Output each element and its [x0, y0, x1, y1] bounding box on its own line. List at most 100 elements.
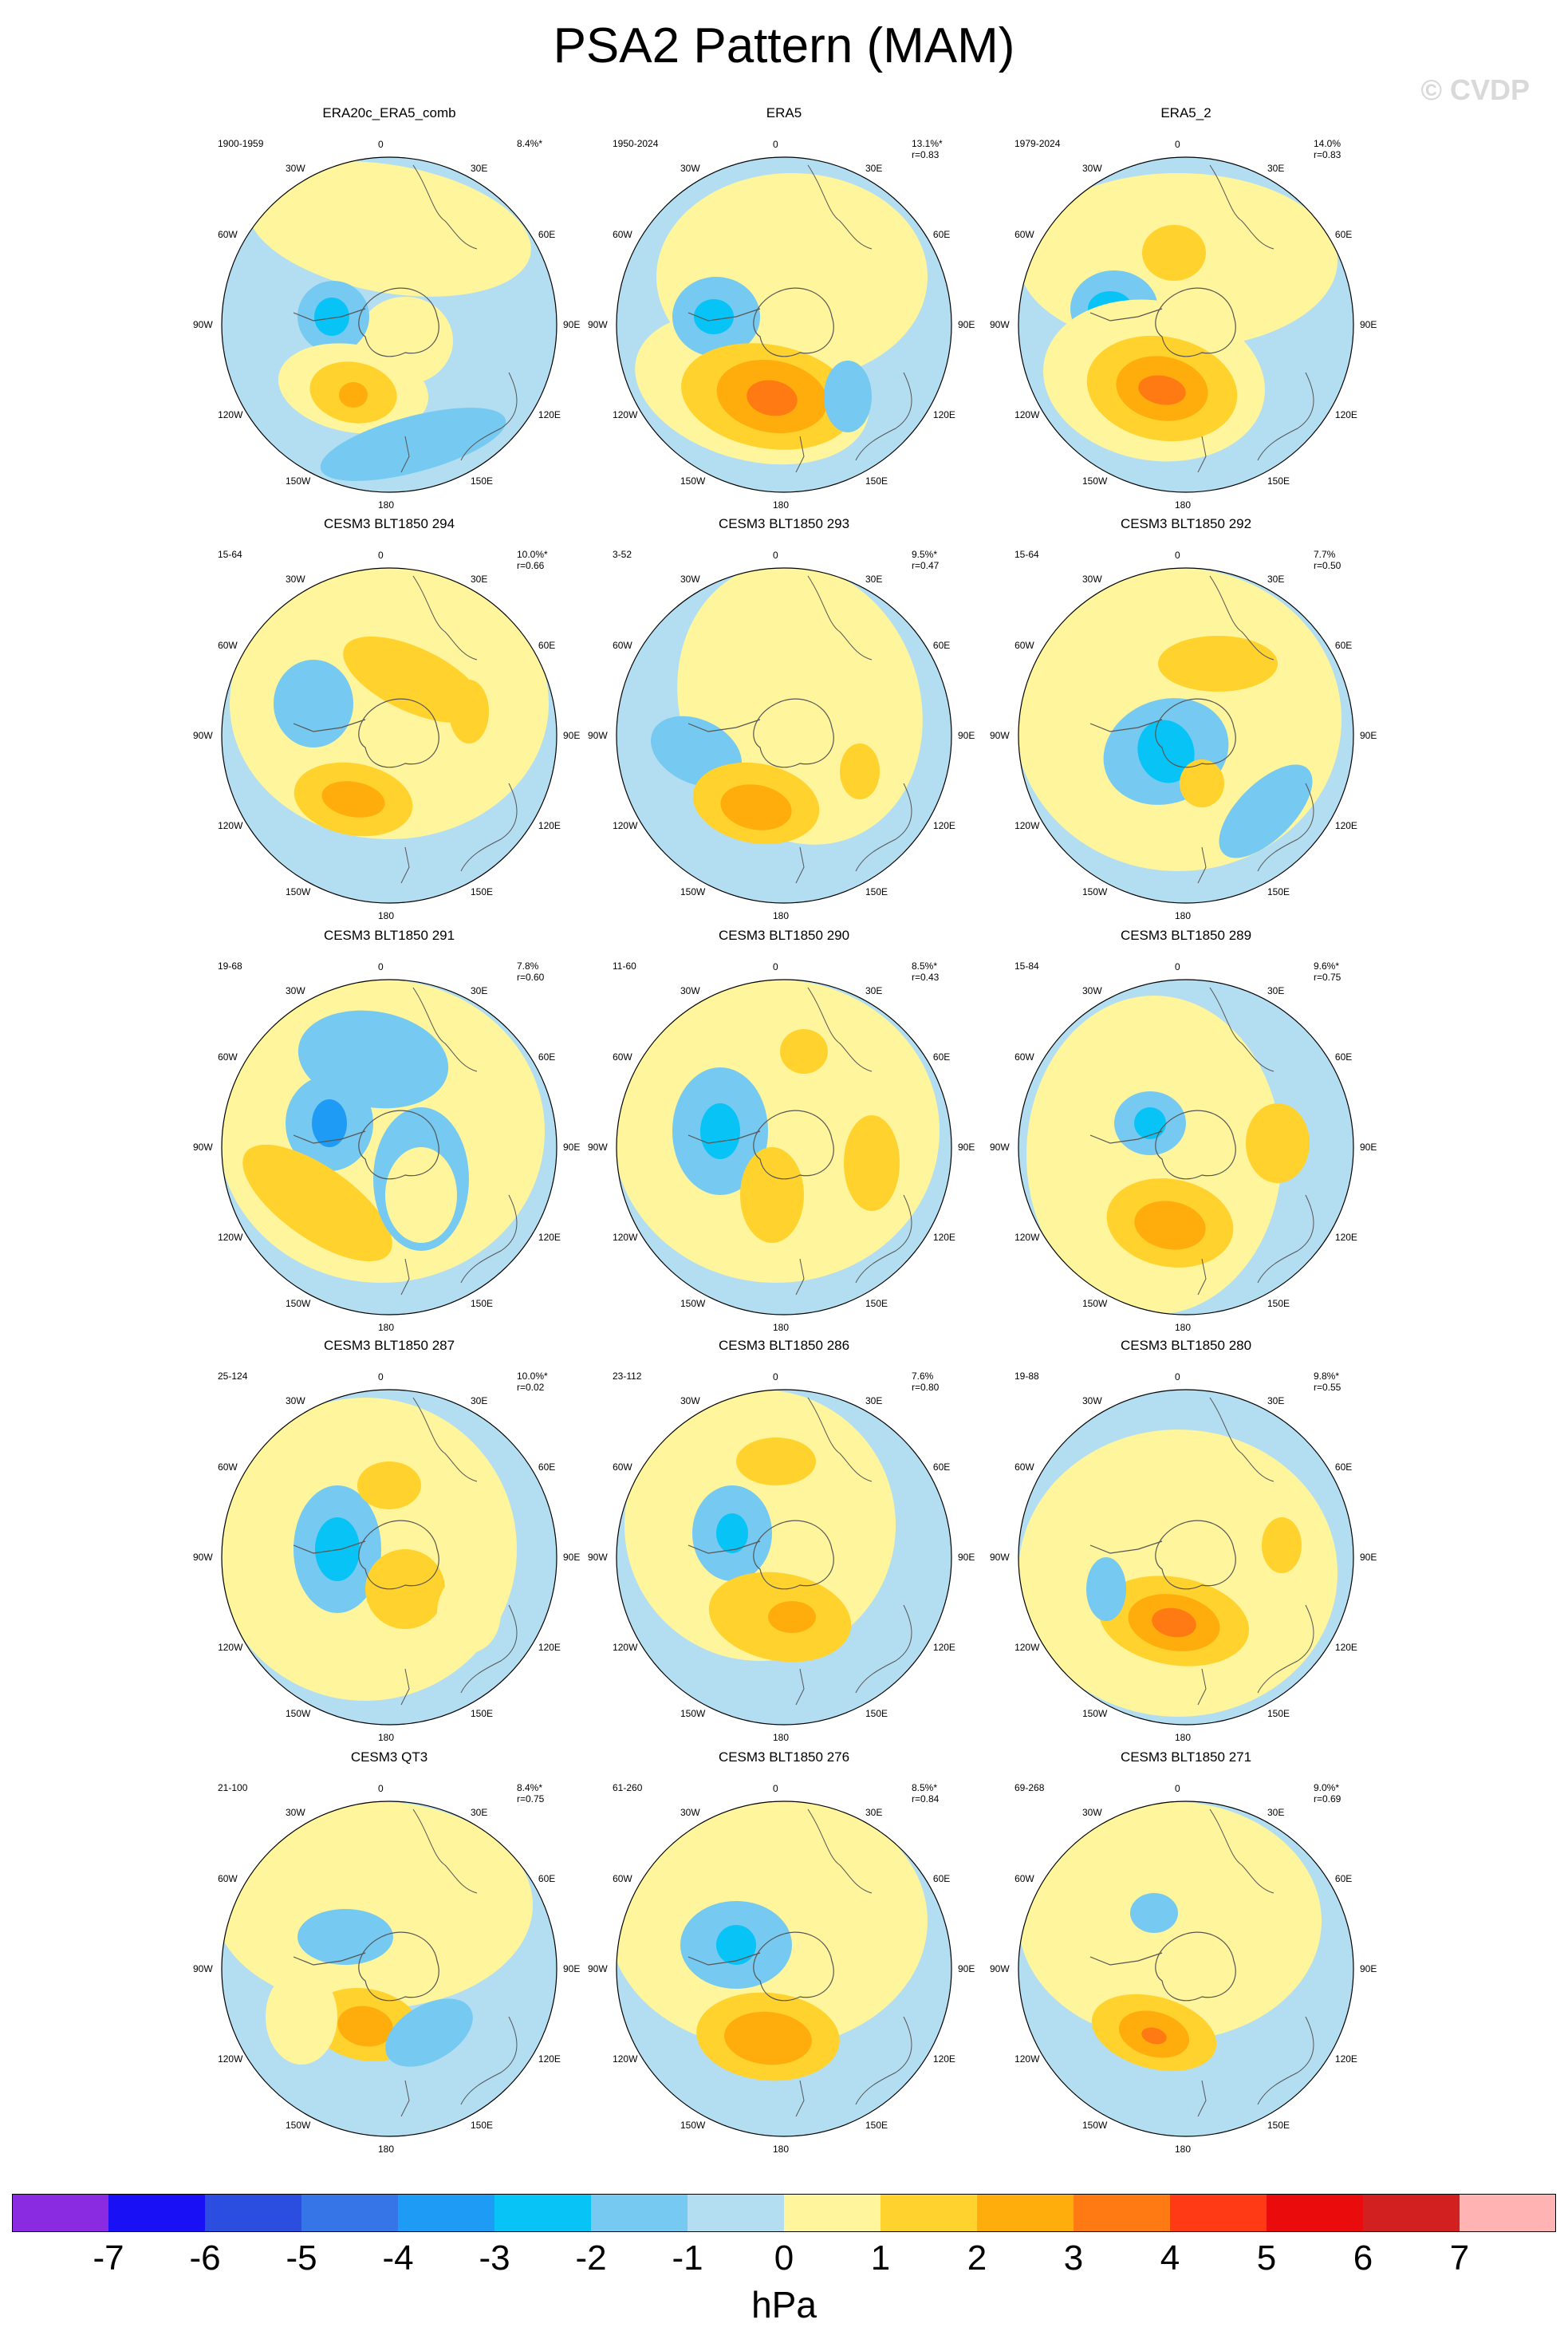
longitude-label: 90W	[193, 1963, 213, 1974]
longitude-label: 30W	[286, 1807, 305, 1819]
longitude-label: 150W	[1082, 2119, 1108, 2131]
panel-years: 15-84	[1014, 960, 1039, 972]
longitude-label: 90E	[1360, 730, 1377, 741]
longitude-label: 30W	[1082, 1395, 1102, 1407]
longitude-label: 60W	[613, 229, 632, 240]
longitude-label: 90W	[588, 1142, 608, 1153]
longitude-label: 60E	[538, 1873, 556, 1884]
longitude-label: 30E	[865, 574, 883, 586]
longitude-label: 90E	[958, 730, 975, 741]
panel-correlation: r=0.02	[517, 1382, 545, 1393]
longitude-label: 150E	[865, 2119, 888, 2131]
longitude-label: 90W	[588, 1552, 608, 1563]
panel-correlation: r=0.80	[912, 1382, 940, 1393]
longitude-label: 30W	[680, 163, 700, 175]
polar-map	[616, 567, 952, 904]
longitude-label: 150E	[471, 2119, 494, 2131]
longitude-label: 90W	[588, 319, 608, 330]
longitude-label: 30E	[865, 1395, 883, 1407]
polar-map	[616, 1389, 952, 1726]
longitude-label: 30E	[1267, 985, 1285, 997]
panel-correlation: r=0.55	[1314, 1382, 1341, 1393]
panel-variance: 9.6%*	[1314, 960, 1340, 972]
longitude-label: 90W	[990, 1552, 1010, 1563]
longitude-label: 90W	[588, 1963, 608, 1974]
panel-correlation: r=0.83	[912, 149, 940, 160]
longitude-label: 150E	[865, 1707, 888, 1719]
colorbar-swatch	[398, 2194, 495, 2232]
panel-variance: 13.1%*	[912, 138, 943, 149]
longitude-label: 180	[1175, 1322, 1192, 1333]
colorbar-tick-label: 2	[967, 2238, 987, 2278]
longitude-label: 180	[1175, 499, 1192, 511]
colorbar-tick-label: 6	[1353, 2238, 1373, 2278]
panel-years: 1979-2024	[1014, 138, 1061, 149]
longitude-label: 0	[1175, 139, 1180, 150]
colorbar-tick-label: 3	[1063, 2238, 1084, 2278]
panel-variance: 9.0%*	[1314, 1782, 1340, 1793]
colorbar	[12, 2194, 1556, 2232]
panel-years: 21-100	[218, 1782, 248, 1793]
longitude-label: 30W	[1082, 163, 1102, 175]
longitude-label: 120E	[1334, 820, 1357, 831]
polar-map	[1018, 156, 1354, 493]
polar-map	[1018, 567, 1354, 904]
longitude-label: 150E	[471, 1297, 494, 1309]
longitude-label: 60W	[1014, 229, 1034, 240]
panel-variance: 7.8%	[517, 960, 539, 972]
longitude-label: 60E	[1334, 1051, 1353, 1063]
longitude-label: 120E	[932, 820, 955, 831]
panel-variance: 8.4%*	[517, 138, 543, 149]
polar-map	[221, 1801, 557, 2137]
polar-map	[1018, 979, 1354, 1315]
longitude-label: 30E	[1267, 1807, 1285, 1819]
longitude-label: 60E	[1334, 640, 1353, 651]
longitude-label: 150E	[865, 475, 888, 487]
panel-variance: 7.6%	[912, 1371, 934, 1382]
longitude-label: 150W	[680, 885, 706, 897]
longitude-label: 30W	[680, 1395, 700, 1407]
longitude-label: 120E	[932, 2053, 955, 2065]
polar-map	[1018, 1801, 1354, 2137]
panel-years: 19-68	[218, 960, 242, 972]
longitude-label: 150W	[1082, 1707, 1108, 1719]
longitude-label: 30E	[865, 163, 883, 175]
longitude-label: 150E	[471, 475, 494, 487]
panel-variance: 8.4%*	[517, 1782, 543, 1793]
longitude-label: 120W	[1014, 409, 1040, 420]
colorbar-tick-label: -4	[382, 2238, 414, 2278]
longitude-label: 60W	[613, 1051, 632, 1063]
longitude-label: 60W	[218, 229, 238, 240]
panel-variance: 14.0%	[1314, 138, 1341, 149]
polar-map	[616, 156, 952, 493]
longitude-label: 120W	[613, 409, 638, 420]
longitude-label: 60W	[218, 1461, 238, 1473]
longitude-label: 90W	[588, 730, 608, 741]
longitude-label: 0	[1175, 550, 1180, 561]
longitude-label: 60E	[932, 640, 951, 651]
panel-years: 61-260	[613, 1782, 643, 1793]
panel-years: 11-60	[613, 960, 636, 972]
longitude-label: 60E	[1334, 229, 1353, 240]
longitude-label: 150W	[286, 475, 311, 487]
longitude-label: 120E	[932, 409, 955, 420]
colorbar-tick-label: -7	[93, 2238, 124, 2278]
longitude-label: 90W	[990, 1963, 1010, 1974]
longitude-label: 30E	[865, 985, 883, 997]
colorbar-tick-label: 5	[1256, 2238, 1277, 2278]
longitude-label: 120W	[613, 1232, 638, 1243]
panel-title: CESM3 BLT1850 271	[1120, 1749, 1252, 1765]
panel-years: 25-124	[218, 1371, 248, 1382]
longitude-label: 60W	[613, 1461, 632, 1473]
longitude-label: 120W	[218, 1232, 243, 1243]
longitude-label: 120E	[538, 409, 561, 420]
longitude-label: 150E	[471, 885, 494, 897]
panel-title: CESM3 BLT1850 292	[1120, 516, 1252, 531]
longitude-label: 150W	[1082, 885, 1108, 897]
colorbar-swatch	[108, 2194, 206, 2232]
longitude-label: 120W	[218, 820, 243, 831]
panel-correlation: r=0.69	[1314, 1793, 1341, 1804]
longitude-label: 180	[773, 2144, 790, 2155]
panel-title: CESM3 BLT1850 291	[323, 928, 455, 943]
